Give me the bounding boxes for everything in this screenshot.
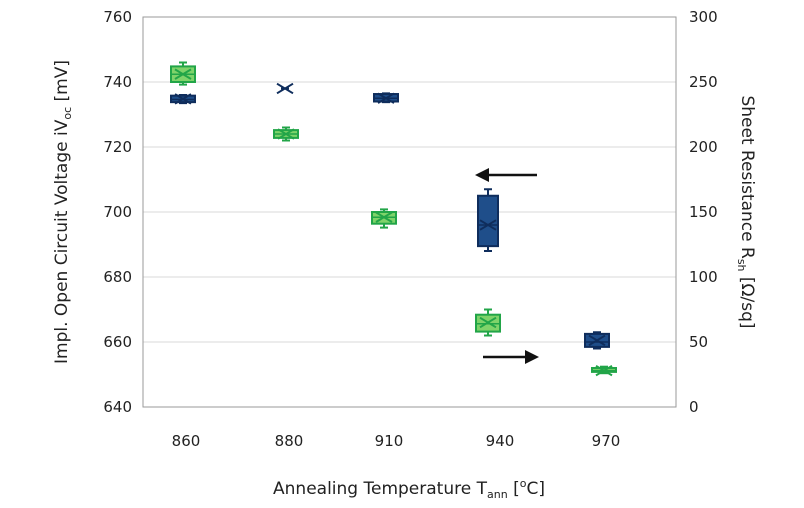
x-tick-label: 940 bbox=[486, 432, 515, 450]
plot-frame bbox=[142, 16, 677, 408]
x-axis-title: Annealing Temperature Tann [oC] bbox=[273, 477, 545, 501]
axis-arrows bbox=[475, 168, 539, 364]
box-880 bbox=[276, 82, 294, 95]
mean-marker bbox=[174, 68, 192, 80]
mean-marker bbox=[479, 219, 497, 231]
mean-marker bbox=[595, 364, 613, 377]
x-tick-label: 860 bbox=[172, 432, 201, 450]
left-y-axis-title: Impl. Open Circuit Voltage iVoc [mV] bbox=[52, 60, 74, 364]
left-tick-label: 740 bbox=[103, 73, 132, 91]
box-880 bbox=[273, 126, 299, 142]
mean-marker bbox=[174, 93, 192, 105]
right-tick-label: 100 bbox=[689, 268, 718, 286]
x-tick-label: 880 bbox=[275, 432, 304, 450]
box-910 bbox=[373, 92, 399, 104]
box-970 bbox=[584, 331, 610, 350]
x-tick-label: 970 bbox=[592, 432, 621, 450]
mean-marker bbox=[588, 334, 606, 347]
box-940 bbox=[475, 308, 501, 337]
left-y-axis-ticks: 640 660 680 700 720 740 760 bbox=[103, 8, 132, 416]
right-tick-label: 250 bbox=[689, 73, 718, 91]
arrow-head bbox=[475, 168, 489, 182]
box-910 bbox=[371, 208, 397, 229]
right-tick-label: 200 bbox=[689, 138, 718, 156]
left-tick-label: 700 bbox=[103, 203, 132, 221]
left-tick-label: 760 bbox=[103, 8, 132, 26]
right-y-axis-ticks: 0 50 100 150 200 250 300 bbox=[689, 8, 718, 416]
left-tick-label: 660 bbox=[103, 333, 132, 351]
box-860 bbox=[170, 93, 196, 105]
mean-marker bbox=[479, 316, 497, 329]
right-y-axis-title: Sheet Resistance Rsh [Ω/sq] bbox=[735, 95, 757, 328]
mean-marker bbox=[276, 82, 294, 95]
left-tick-label: 720 bbox=[103, 138, 132, 156]
x-axis-ticks: 860 880 910 940 970 bbox=[172, 432, 621, 450]
left-tick-label: 640 bbox=[103, 398, 132, 416]
arrow-head bbox=[525, 350, 539, 364]
box-940 bbox=[477, 188, 499, 252]
arrow-right bbox=[483, 350, 539, 364]
left-tick-label: 680 bbox=[103, 268, 132, 286]
right-tick-label: 300 bbox=[689, 8, 718, 26]
box-series bbox=[170, 61, 617, 377]
right-tick-label: 150 bbox=[689, 203, 718, 221]
series-rsh bbox=[170, 61, 617, 377]
box-860 bbox=[170, 61, 196, 86]
right-tick-label: 50 bbox=[689, 333, 708, 351]
mean-marker bbox=[277, 128, 295, 140]
iqr-box bbox=[477, 194, 499, 248]
mean-marker bbox=[375, 211, 393, 223]
arrow-left bbox=[475, 168, 537, 182]
series-voc bbox=[170, 82, 610, 350]
mean-marker bbox=[377, 92, 395, 104]
box-970 bbox=[591, 364, 617, 377]
x-tick-label: 910 bbox=[375, 432, 404, 450]
right-tick-label: 0 bbox=[689, 398, 699, 416]
